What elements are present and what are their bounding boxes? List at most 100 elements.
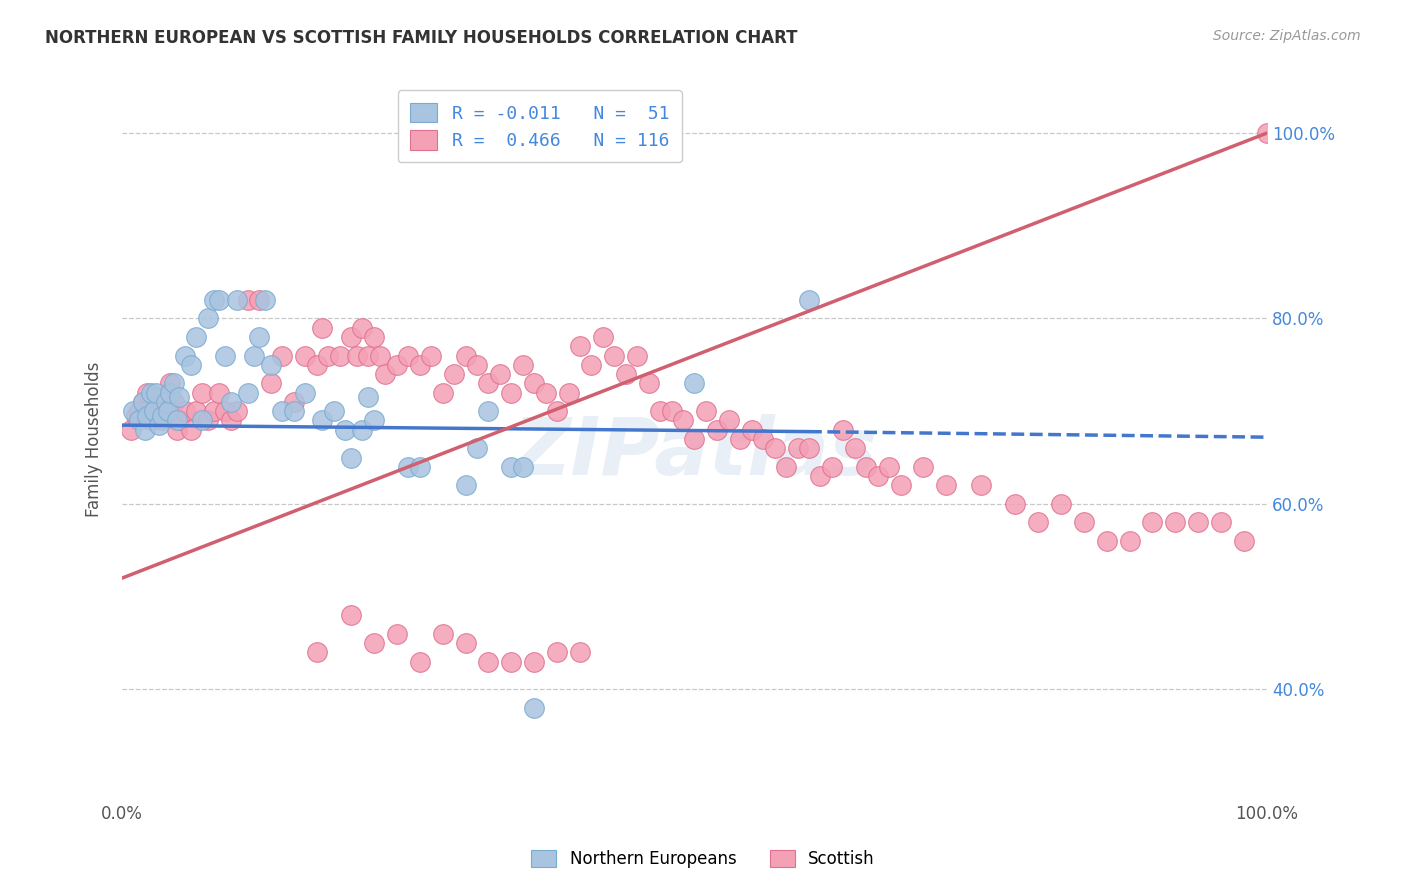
Point	[603, 349, 626, 363]
Point	[569, 339, 592, 353]
Point	[569, 645, 592, 659]
Point	[385, 626, 408, 640]
Point	[139, 385, 162, 400]
Point	[363, 330, 385, 344]
Point	[1256, 126, 1278, 140]
Point	[242, 349, 264, 363]
Point	[672, 413, 695, 427]
Point	[174, 349, 197, 363]
Point	[139, 413, 162, 427]
Point	[363, 413, 385, 427]
Point	[477, 404, 499, 418]
Point	[546, 645, 568, 659]
Point	[357, 349, 380, 363]
Point	[512, 358, 534, 372]
Point	[169, 413, 191, 427]
Point	[786, 442, 808, 456]
Point	[208, 293, 231, 307]
Point	[523, 701, 546, 715]
Point	[329, 349, 352, 363]
Point	[1004, 497, 1026, 511]
Point	[166, 413, 188, 427]
Point	[305, 645, 328, 659]
Point	[186, 404, 208, 418]
Point	[208, 385, 231, 400]
Point	[340, 450, 363, 465]
Point	[797, 293, 820, 307]
Y-axis label: Family Households: Family Households	[86, 361, 103, 516]
Point	[866, 469, 889, 483]
Point	[706, 423, 728, 437]
Point	[432, 385, 454, 400]
Point	[409, 358, 432, 372]
Point	[797, 442, 820, 456]
Point	[174, 404, 197, 418]
Point	[131, 395, 153, 409]
Point	[465, 442, 488, 456]
Point	[311, 413, 333, 427]
Point	[363, 636, 385, 650]
Point	[294, 349, 316, 363]
Point	[477, 376, 499, 391]
Point	[1142, 516, 1164, 530]
Point	[912, 459, 935, 474]
Point	[249, 330, 271, 344]
Point	[512, 459, 534, 474]
Point	[311, 320, 333, 334]
Point	[136, 385, 159, 400]
Point	[832, 423, 855, 437]
Point	[368, 349, 391, 363]
Point	[385, 358, 408, 372]
Point	[752, 432, 775, 446]
Point	[637, 376, 659, 391]
Point	[202, 404, 225, 418]
Point	[316, 349, 339, 363]
Point	[155, 404, 177, 418]
Point	[159, 376, 181, 391]
Point	[249, 293, 271, 307]
Point	[150, 413, 173, 427]
Point	[683, 376, 706, 391]
Point	[396, 349, 419, 363]
Point	[357, 390, 380, 404]
Point	[260, 358, 283, 372]
Point	[443, 367, 465, 381]
Point	[122, 404, 145, 418]
Point	[134, 404, 156, 418]
Point	[557, 385, 579, 400]
Point	[855, 459, 877, 474]
Point	[763, 442, 786, 456]
Point	[162, 395, 184, 409]
Point	[661, 404, 683, 418]
Point	[775, 459, 797, 474]
Point	[128, 413, 150, 427]
Point	[730, 432, 752, 446]
Point	[191, 385, 214, 400]
Point	[501, 459, 523, 474]
Point	[156, 404, 179, 418]
Point	[219, 413, 242, 427]
Point	[717, 413, 740, 427]
Point	[180, 423, 202, 437]
Point	[191, 413, 214, 427]
Point	[592, 330, 614, 344]
Point	[821, 459, 844, 474]
Point	[626, 349, 648, 363]
Point	[420, 349, 443, 363]
Point	[166, 423, 188, 437]
Text: NORTHERN EUROPEAN VS SCOTTISH FAMILY HOUSEHOLDS CORRELATION CHART: NORTHERN EUROPEAN VS SCOTTISH FAMILY HOU…	[45, 29, 797, 47]
Point	[409, 655, 432, 669]
Point	[225, 404, 247, 418]
Point	[650, 404, 672, 418]
Point	[340, 608, 363, 623]
Point	[254, 293, 277, 307]
Point	[877, 459, 900, 474]
Point	[523, 376, 546, 391]
Point	[294, 385, 316, 400]
Point	[465, 358, 488, 372]
Point	[409, 459, 432, 474]
Point	[236, 293, 259, 307]
Point	[614, 367, 637, 381]
Point	[260, 376, 283, 391]
Point	[454, 349, 477, 363]
